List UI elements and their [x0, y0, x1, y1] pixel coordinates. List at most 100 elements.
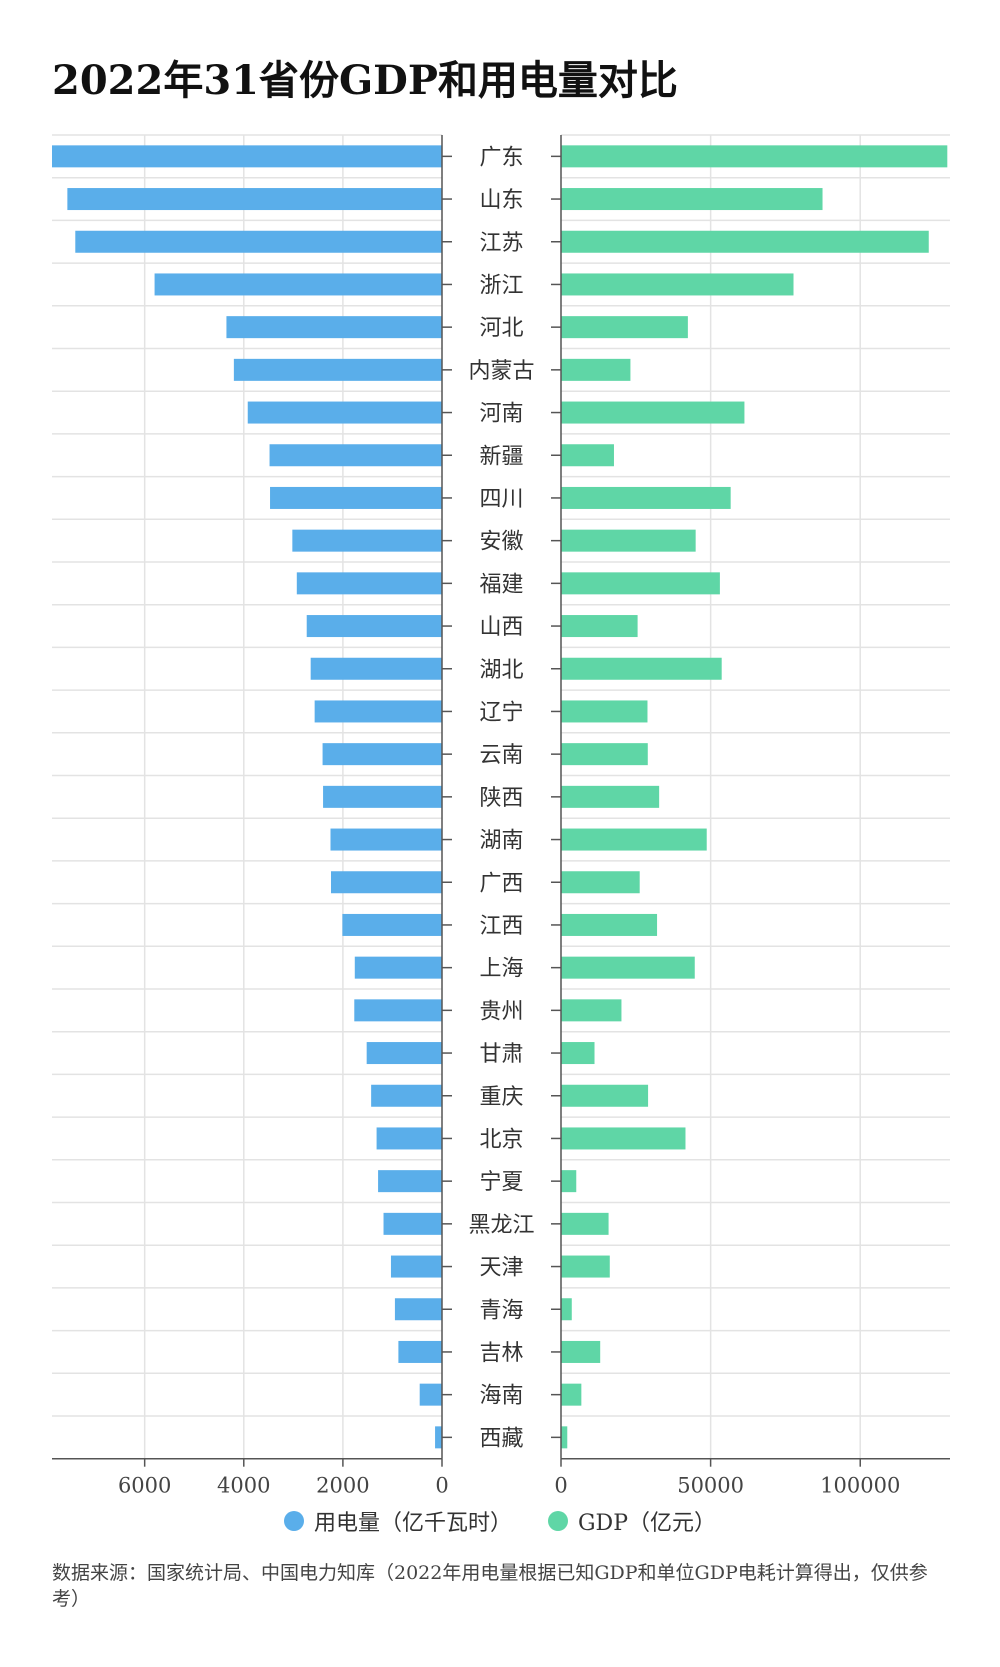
bar-gdp	[561, 444, 614, 467]
category-label: 河南	[479, 402, 523, 427]
bar-electricity	[310, 657, 442, 680]
bar-gdp	[561, 358, 631, 381]
gdp-bars	[561, 145, 948, 1449]
bar-gdp	[561, 1127, 686, 1150]
bar-electricity	[354, 999, 442, 1022]
category-label: 安徽	[479, 530, 523, 555]
category-label: 浙江	[479, 273, 523, 298]
x-tick-label-left: 4000	[217, 1474, 270, 1498]
category-label: 新疆	[479, 444, 523, 469]
legend-label-electricity: 用电量（亿千瓦时）	[313, 1511, 512, 1536]
category-label: 广西	[479, 871, 523, 896]
bar-electricity	[354, 956, 442, 979]
bar-gdp	[561, 1298, 572, 1321]
bar-gdp	[561, 1383, 582, 1406]
bar-electricity	[154, 273, 443, 296]
bar-electricity	[233, 358, 442, 381]
bar-electricity	[383, 1212, 442, 1235]
legend-dot-electricity	[283, 1511, 304, 1531]
bar-electricity	[366, 1042, 442, 1065]
bar-gdp	[561, 529, 696, 552]
axes: 6000 4000 2000 0 0 50000 100000	[52, 135, 950, 1498]
bar-gdp	[561, 1170, 577, 1193]
bar-electricity	[226, 316, 442, 339]
bar-electricity	[378, 1170, 442, 1193]
bar-electricity	[398, 1340, 442, 1363]
bar-gdp	[561, 401, 745, 424]
bar-electricity	[435, 1426, 442, 1449]
bar-electricity	[75, 230, 442, 253]
bar-electricity	[342, 913, 442, 936]
bar-gdp	[561, 145, 948, 168]
category-label: 河北	[479, 316, 523, 341]
legend-dot-gdp	[547, 1511, 568, 1531]
legend-item-gdp: GDP（亿元）	[547, 1505, 717, 1537]
category-label: 内蒙古	[468, 359, 534, 384]
category-label: 上海	[479, 957, 523, 982]
bar-electricity	[314, 700, 442, 723]
bar-gdp	[561, 913, 658, 936]
x-tick-label-left: 6000	[118, 1474, 171, 1498]
bar-gdp	[561, 657, 722, 680]
category-label: 江苏	[479, 231, 523, 256]
x-tick-label-left: 2000	[316, 1474, 369, 1498]
bar-gdp	[561, 785, 660, 808]
category-label: 天津	[479, 1256, 523, 1281]
bar-gdp	[561, 316, 688, 339]
bar-electricity	[330, 871, 442, 894]
bar-gdp	[561, 273, 794, 296]
legend-item-electricity: 用电量（亿千瓦时）	[283, 1505, 512, 1537]
category-label: 辽宁	[479, 700, 523, 725]
category-label: 湖北	[479, 658, 523, 683]
bar-electricity	[323, 785, 442, 808]
bar-gdp	[561, 743, 648, 766]
province-labels: 广东山东江苏浙江河北内蒙古河南新疆四川安徽福建山西湖北辽宁云南陕西湖南广西江西上…	[468, 145, 534, 1451]
bar-electricity	[269, 444, 442, 467]
category-label: 江西	[479, 914, 523, 939]
category-label: 青海	[479, 1298, 523, 1323]
bar-gdp	[561, 1340, 601, 1363]
bar-gdp	[561, 1042, 595, 1065]
x-tick-label-left: 0	[435, 1474, 448, 1498]
category-label: 山西	[479, 615, 523, 640]
bar-gdp	[561, 1084, 649, 1107]
source-note: 数据来源：国家统计局、中国电力知库（2022年用电量根据已知GDP和单位GDP电…	[52, 1562, 928, 1610]
bar-gdp	[561, 1255, 610, 1278]
bar-electricity	[394, 1298, 442, 1321]
bar-gdp	[561, 188, 823, 211]
butterfly-bar-chart: 6000 4000 2000 0 0 50000 100000 广东山东江苏浙江河北内蒙古河…	[52, 134, 950, 1498]
category-label: 西藏	[479, 1426, 523, 1451]
bar-electricity	[419, 1383, 442, 1406]
bar-electricity	[292, 529, 442, 552]
x-tick-label-right: 0	[554, 1474, 567, 1498]
category-label: 海南	[479, 1384, 523, 1409]
legend: 用电量（亿千瓦时） GDP（亿元）	[0, 1505, 1000, 1537]
bar-electricity	[247, 401, 442, 424]
grid-lines	[52, 134, 950, 1460]
category-label: 云南	[479, 743, 523, 768]
bar-gdp	[561, 1212, 609, 1235]
bar-gdp	[561, 230, 929, 253]
bar-electricity	[390, 1255, 442, 1278]
category-label: 山东	[479, 188, 523, 213]
category-label: 福建	[479, 572, 523, 597]
bar-electricity	[306, 615, 442, 638]
category-label: 四川	[479, 487, 523, 512]
legend-label-gdp: GDP（亿元）	[577, 1511, 717, 1536]
bar-gdp	[561, 871, 640, 894]
bar-electricity	[67, 188, 443, 211]
x-tick-label-right: 50000	[677, 1474, 744, 1498]
bar-electricity	[52, 145, 442, 168]
x-tick-label-right: 100000	[820, 1474, 900, 1498]
category-label: 重庆	[479, 1085, 523, 1110]
category-label: 广东	[479, 145, 523, 170]
category-label: 湖南	[479, 829, 523, 854]
bar-gdp	[561, 700, 648, 723]
category-label: 北京	[479, 1127, 523, 1152]
category-label: 黑龙江	[468, 1213, 534, 1238]
bar-gdp	[561, 486, 731, 509]
category-label: 贵州	[479, 999, 523, 1024]
bar-gdp	[561, 828, 707, 851]
category-label: 陕西	[479, 786, 523, 811]
category-label: 宁夏	[479, 1170, 523, 1195]
